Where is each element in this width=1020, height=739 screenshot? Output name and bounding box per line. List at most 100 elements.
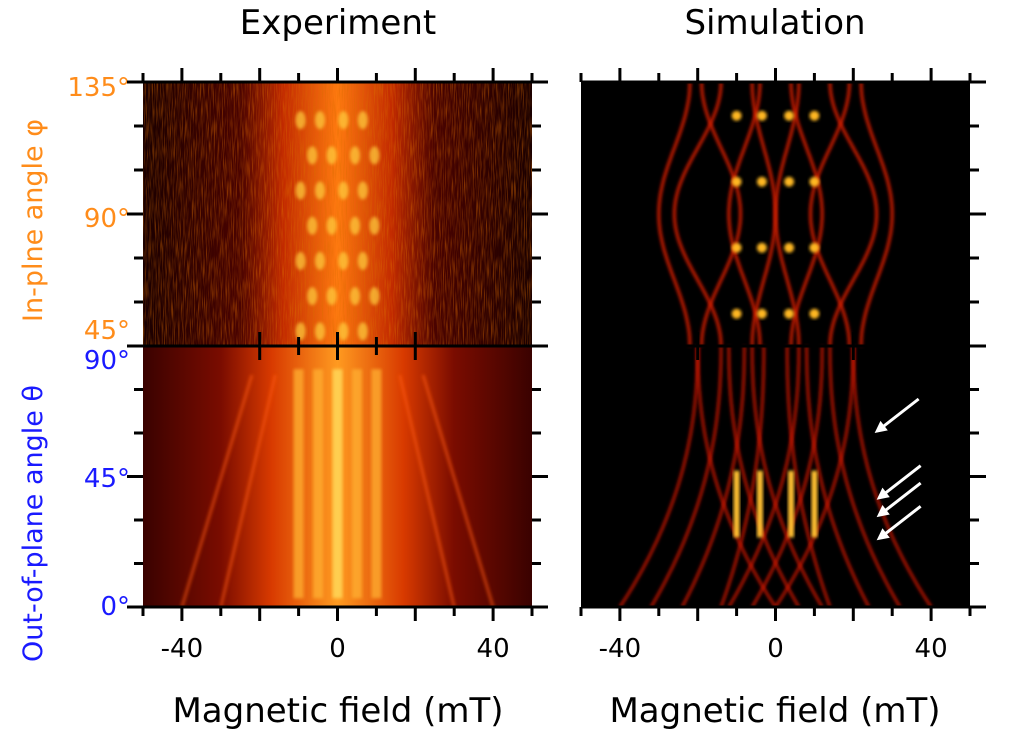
exp-resonance-branch [180, 374, 254, 607]
sim-bright-node [731, 308, 742, 319]
sim-phi-resonance-curve [859, 82, 894, 347]
exp-bright-spot [350, 216, 361, 235]
arrow-shaft [881, 505, 922, 537]
sim-bright-node [731, 110, 742, 121]
panel-title-experiment: Experiment [240, 3, 436, 43]
exp-bright-spot [307, 287, 318, 306]
exp-bright-spot [357, 251, 368, 270]
arrow-shaft [881, 481, 922, 514]
exp-resonance-streak [313, 369, 324, 599]
sim-bright-node [809, 308, 820, 319]
sim-bright-node [756, 242, 767, 253]
exp-bright-spot [295, 111, 306, 130]
exp-bright-spot [369, 146, 380, 165]
exp-bright-spot [326, 216, 337, 235]
xtick-label: -40 [599, 634, 641, 664]
sim-bright-node [809, 242, 820, 253]
sim-theta-resonance-curve [750, 346, 824, 607]
xtick-label: 40 [915, 634, 948, 664]
exp-bright-spot [369, 216, 380, 235]
exp-bright-spot [295, 322, 306, 341]
sim-bright-node [756, 308, 767, 319]
simulation-panel: -40 0 40 [579, 68, 986, 664]
arrow-annotation [876, 481, 922, 518]
xtick-label: 0 [329, 634, 346, 664]
exp-bright-spot [314, 111, 325, 130]
exp-bright-spot [295, 181, 306, 200]
sim-bright-node [809, 110, 820, 121]
sim-theta-resonance-curve [719, 346, 766, 607]
ytick-label-phi-135: 135° [67, 73, 130, 103]
sim-bright-node [784, 242, 795, 253]
xtick-label: 0 [767, 634, 784, 664]
arrow-shaft [881, 464, 922, 497]
exp-bright-spot [338, 322, 349, 341]
exp-bright-spot [307, 216, 318, 235]
exp-bright-spot [357, 111, 368, 130]
exp-bright-spot [295, 251, 306, 270]
arrow-head [876, 505, 890, 518]
exp-bright-spot [314, 322, 325, 341]
exp-noise-texture [143, 82, 532, 346]
exp-bright-spot [357, 181, 368, 200]
exp-resonance-branch [398, 374, 456, 607]
exp-resonance-streak [351, 369, 362, 599]
arrow-head [876, 528, 890, 541]
arrow-annotation [876, 505, 922, 541]
sim-phi-resonance-curve [672, 82, 723, 347]
sim-bright-node [756, 110, 767, 121]
x-axis-label-simulation: Magnetic field (mT) [609, 691, 940, 731]
arrow-annotation [874, 397, 920, 433]
sim-bright-node [731, 242, 742, 253]
arrow-shaft [879, 397, 920, 430]
sim-phi-resonance-curve [727, 82, 762, 346]
sim-theta-resonance-curve [696, 346, 777, 607]
sim-phi-resonance-curve [828, 82, 879, 347]
sim-bright-node [809, 176, 820, 187]
sim-theta-resonance-curve [618, 346, 699, 607]
exp-bright-spot [350, 146, 361, 165]
exp-resonance-branch [421, 374, 495, 607]
sim-bright-node [784, 110, 795, 121]
sim-theta-resonance-curve [828, 346, 902, 607]
sim-phi-resonance-curve [808, 82, 851, 347]
x-axis-label-experiment: Magnetic field (mT) [172, 691, 503, 731]
arrow-head [874, 420, 888, 433]
sim-bright-streak [756, 470, 763, 538]
sim-axes: -40 0 40 [579, 68, 986, 664]
arrow-annotation [876, 464, 922, 500]
sim-theta-resonance-curve [774, 346, 855, 607]
sim-bright-node [784, 176, 795, 187]
sim-bright-node [784, 308, 795, 319]
ytick-label-phi-90: 90° [84, 204, 130, 234]
experiment-panel: -40 0 40 [127, 68, 548, 664]
exp-resonance-streak [293, 369, 304, 599]
arrow-head [876, 487, 890, 500]
y-axis-label-group: Out-of-plane angle θ In-plne angle φ [18, 119, 49, 662]
sim-phi-resonance-curve [700, 82, 743, 347]
y-axis-label-out-of-plane: Out-of-plane angle θ [18, 385, 49, 662]
exp-axes: -40 0 40 [127, 68, 548, 664]
sim-phi-resonance-curve [773, 82, 801, 346]
exp-bright-spot [314, 251, 325, 270]
xtick-label: -40 [161, 634, 203, 664]
y-axis-label-in-plane: In-plne angle φ [18, 119, 49, 322]
ytick-label-theta-0: 0° [100, 592, 130, 622]
exp-resonance-branch [219, 374, 277, 607]
exp-heatmap [143, 82, 532, 607]
exp-resonance-streak [371, 369, 382, 599]
xtick-label: 40 [477, 634, 510, 664]
exp-bright-spot [357, 322, 368, 341]
sim-phi-resonance-curve [657, 82, 692, 347]
sim-bright-streak [788, 470, 795, 538]
sim-theta-resonance-curve [785, 346, 832, 607]
sim-theta-resonance-curve [680, 346, 746, 607]
panel-title-simulation: Simulation [684, 3, 865, 43]
ytick-label-theta-90: 90° [84, 346, 130, 376]
ytick-label-phi-45: 45° [84, 316, 130, 346]
exp-resonance-streak [332, 369, 343, 599]
exp-bright-spot [307, 146, 318, 165]
sim-phi-resonance-curve [789, 82, 824, 346]
ytick-label-theta-45: 45° [84, 464, 130, 494]
